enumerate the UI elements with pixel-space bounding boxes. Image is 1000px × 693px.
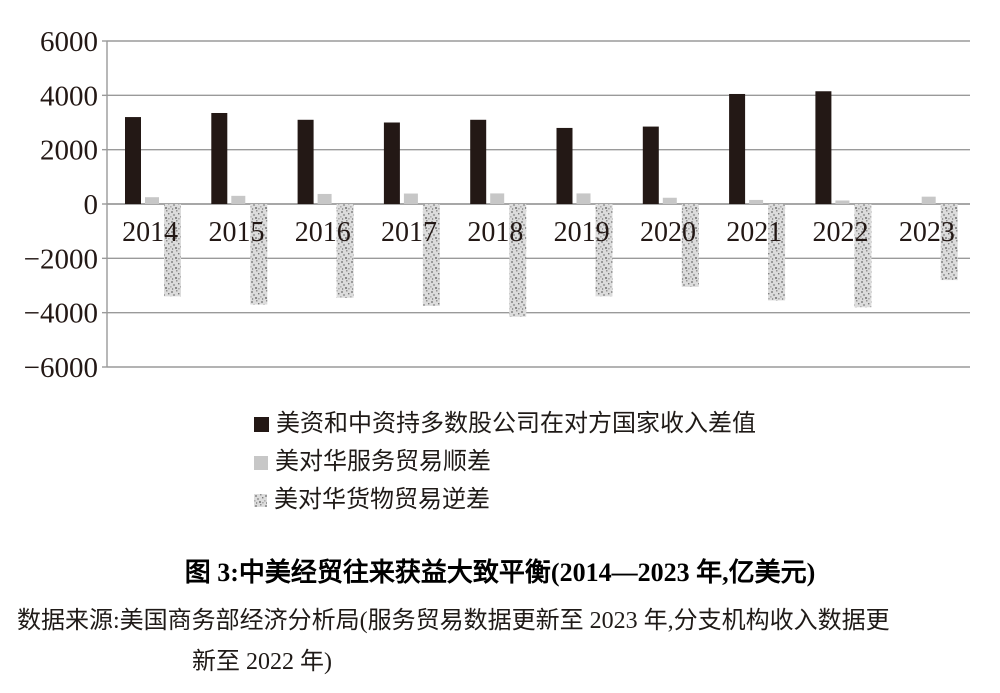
y-axis-label-6000: 6000 <box>40 26 98 58</box>
legend-black-square-icon <box>254 417 269 432</box>
y-axis-label-2000: 2000 <box>40 135 98 167</box>
x-axis-label-2014: 2014 <box>122 217 178 248</box>
bar-services-surplus-2016 <box>317 193 332 204</box>
legend-item-income-gap: 美资和中资持多数股公司在对方国家收入差值 <box>254 410 756 439</box>
bar-services-surplus-2018 <box>490 193 505 204</box>
bar-income-gap-2022 <box>815 91 832 204</box>
bar-goods-deficit-2021 <box>768 204 786 301</box>
y-axis-label-0: 0 <box>84 189 99 221</box>
y-axis-label--6000: −6000 <box>24 352 98 384</box>
bar-goods-deficit-2016 <box>336 204 354 298</box>
x-axis-label-2015: 2015 <box>208 217 264 248</box>
bar-income-gap-2016 <box>297 119 314 204</box>
legend-label: 美资和中资持多数股公司在对方国家收入差值 <box>276 411 756 437</box>
legend-item-goods-deficit: 美对华货物贸易逆差 <box>254 486 756 515</box>
bar-services-surplus-2022 <box>835 200 850 204</box>
bar-income-gap-2018 <box>470 119 487 204</box>
y-axis-label-4000: 4000 <box>40 80 98 112</box>
bar-income-gap-2014 <box>125 117 141 204</box>
bar-goods-deficit-2023 <box>940 204 958 281</box>
bar-goods-deficit-2022 <box>854 204 872 308</box>
bar-goods-deficit-2018 <box>509 204 527 317</box>
bar-income-gap-2019 <box>556 127 573 204</box>
bar-services-surplus-2014 <box>145 197 159 204</box>
figure-source-line2: 新至 2022 年) <box>192 649 332 675</box>
bar-chart: 2014 2015 2016 2017 2018 2019 2020 2021 2022 2023… <box>24 26 970 384</box>
bar-services-surplus-2023 <box>921 196 936 204</box>
bar-goods-deficit-2019 <box>595 204 613 297</box>
bar-goods-deficit-2017 <box>422 204 440 306</box>
x-axis-label-2020: 2020 <box>640 217 696 248</box>
x-axis-label-2018: 2018 <box>467 217 523 248</box>
bar-income-gap-2015 <box>211 112 228 204</box>
bar-services-surplus-2020 <box>662 197 677 204</box>
bar-goods-deficit-2020 <box>681 204 699 287</box>
bar-services-surplus-2015 <box>231 195 246 204</box>
legend-item-services-surplus: 美对华服务贸易顺差 <box>254 448 756 477</box>
x-axis-label-2022: 2022 <box>813 217 869 248</box>
bar-services-surplus-2019 <box>576 193 591 204</box>
x-axis-label-2017: 2017 <box>381 217 437 248</box>
x-axis-label-2019: 2019 <box>554 217 610 248</box>
x-axis-label-2016: 2016 <box>295 217 351 248</box>
legend-speckled-square-icon <box>254 494 267 507</box>
bar-income-gap-2020 <box>642 126 659 204</box>
bar-services-surplus-2017 <box>403 193 418 204</box>
figure-title: 图 3:中美经贸往来获益大致平衡(2014—2023 年,亿美元) <box>184 558 816 587</box>
bar-income-gap-2021 <box>729 93 746 204</box>
bar-goods-deficit-2015 <box>250 204 268 305</box>
chart-canvas: 2014 2015 2016 2017 2018 2019 2020 2021 2022 2023… <box>24 26 970 384</box>
y-axis-label--2000: −2000 <box>24 243 98 275</box>
legend-label: 美对华货物贸易逆差 <box>274 487 490 513</box>
legend-gray-square-icon <box>254 455 268 470</box>
legend-label: 美对华服务贸易顺差 <box>275 449 491 475</box>
bar-income-gap-2017 <box>383 122 400 204</box>
figure-source-line1: 数据来源:美国商务部经济分析局(服务贸易数据更新至 2023 年,分支机构收入数… <box>17 608 890 634</box>
x-axis-label-2023: 2023 <box>899 217 955 248</box>
y-axis-label--4000: −4000 <box>24 298 98 330</box>
bar-goods-deficit-2014 <box>164 204 181 297</box>
x-axis-label-2021: 2021 <box>726 217 782 248</box>
chart-legend: 美资和中资持多数股公司在对方国家收入差值 美对华服务贸易顺差 美对华货物贸易逆差 <box>254 410 756 515</box>
bar-services-surplus-2021 <box>749 199 764 204</box>
